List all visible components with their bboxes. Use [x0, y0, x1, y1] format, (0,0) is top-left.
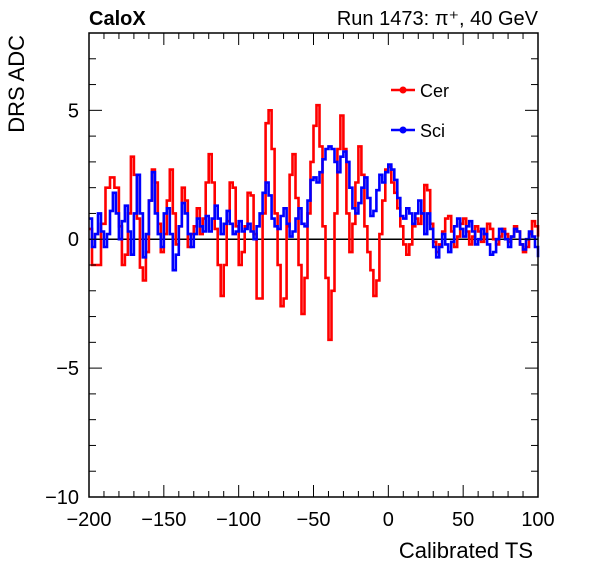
x-tick-label: −150 — [141, 509, 186, 531]
legend-marker-cer — [399, 86, 407, 94]
x-tick-label: 50 — [452, 509, 474, 531]
chart-title-left: CaloX — [89, 8, 146, 30]
series-line-sci — [89, 145, 540, 272]
axis-ticks — [88, 32, 539, 498]
x-tick-label: −50 — [297, 509, 331, 531]
x-tick-label: 100 — [521, 509, 554, 531]
y-tick-label: 5 — [68, 100, 79, 122]
y-tick-label: −5 — [56, 358, 79, 380]
y-tick-label: −10 — [45, 487, 79, 509]
y-tick-label: 0 — [68, 229, 79, 251]
legend-marker-sci — [399, 126, 407, 134]
x-tick-label: 0 — [383, 509, 394, 531]
x-tick-labels: −200 −150 −100 −50 0 50 100 — [66, 509, 554, 531]
legend-label-sci: Sci — [420, 121, 445, 141]
x-tick-label: −100 — [216, 509, 261, 531]
legend-label-cer: Cer — [420, 81, 449, 101]
x-axis-label: Calibrated TS — [399, 538, 533, 563]
y-tick-labels: −10 −5 0 5 — [45, 100, 79, 509]
chart-title-right: Run 1473: π⁺, 40 GeV — [337, 8, 539, 30]
legend: Cer Sci — [391, 81, 449, 141]
x-tick-label: −200 — [66, 509, 111, 531]
series-line-cer — [89, 103, 540, 342]
plot-area — [89, 103, 540, 342]
y-axis-label: DRS ADC — [4, 35, 29, 133]
